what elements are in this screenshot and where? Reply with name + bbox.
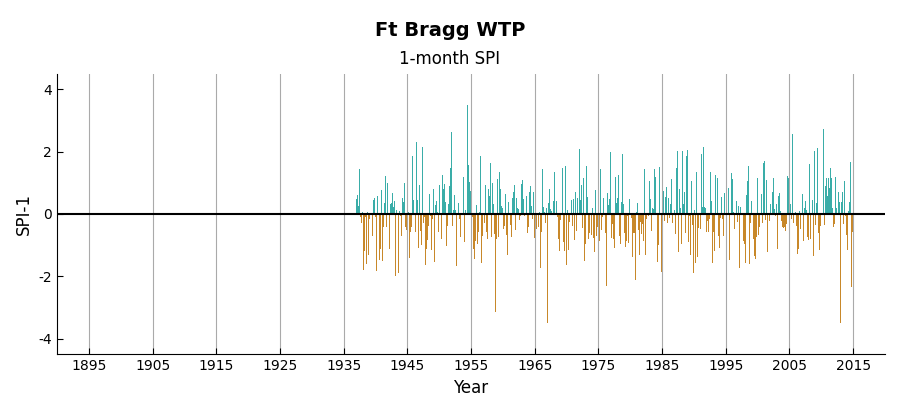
Y-axis label: SPI-1: SPI-1 bbox=[15, 193, 33, 235]
X-axis label: Year: Year bbox=[454, 378, 489, 396]
Text: Ft Bragg WTP: Ft Bragg WTP bbox=[374, 21, 526, 40]
Text: 1-month SPI: 1-month SPI bbox=[400, 50, 500, 68]
